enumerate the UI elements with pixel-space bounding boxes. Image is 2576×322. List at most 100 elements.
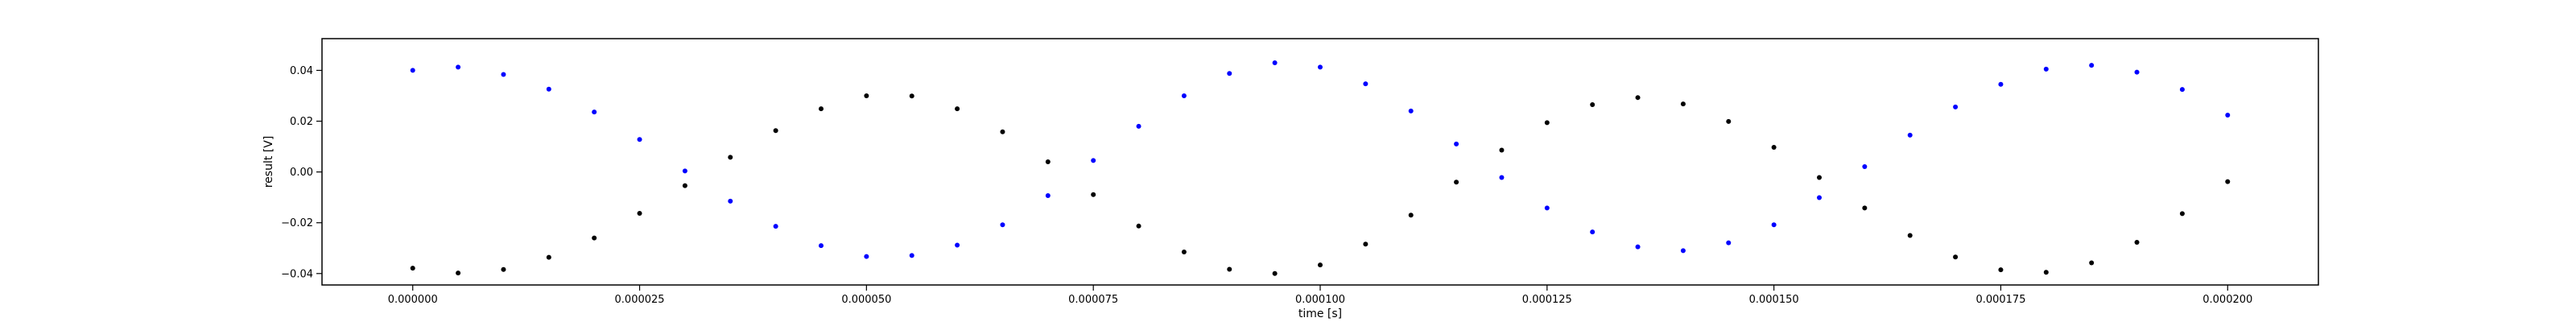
data-point — [1045, 192, 1051, 198]
data-point — [1680, 101, 1686, 107]
data-point — [2089, 63, 2095, 68]
data-point — [1272, 270, 1278, 276]
data-point — [1000, 222, 1005, 228]
data-point — [2043, 66, 2049, 72]
data-point — [410, 68, 415, 73]
data-point — [1817, 195, 1822, 200]
x-tick-label: 0.000075 — [1068, 294, 1118, 306]
y-axis: −0.04 −0.02 0.00 0.02 0.04 — [281, 65, 322, 280]
y-tick-label: −0.04 — [281, 268, 313, 280]
data-point — [909, 93, 914, 99]
data-point — [1091, 158, 1096, 163]
data-point — [1726, 118, 1732, 124]
data-point — [728, 198, 733, 204]
data-point — [2134, 69, 2140, 75]
data-point — [592, 235, 597, 241]
data-point — [1726, 240, 1732, 246]
x-axis-label: time [s] — [1298, 308, 1342, 320]
data-point — [1045, 159, 1051, 164]
data-point — [773, 128, 778, 134]
data-point — [2225, 112, 2231, 118]
data-point — [637, 137, 642, 142]
x-tick-label: 0.000050 — [841, 294, 891, 306]
plot-area — [321, 38, 2319, 286]
data-point — [1590, 229, 1596, 235]
data-point — [1817, 175, 1822, 180]
x-axis: 0.000000 0.000025 0.000050 0.000075 0.000100… — [388, 285, 2252, 306]
data-point — [546, 86, 551, 92]
data-point — [1953, 254, 1959, 260]
y-tick-label: −0.02 — [281, 217, 313, 229]
data-point — [410, 266, 415, 271]
x-tick-label: 0.000125 — [1522, 294, 1572, 306]
series-1 — [410, 93, 2231, 276]
data-point — [1181, 249, 1187, 254]
x-tick-label: 0.000175 — [1975, 294, 2025, 306]
y-axis-label: result [V] — [262, 136, 275, 188]
data-point — [1635, 95, 1641, 101]
data-point — [864, 93, 869, 98]
x-tick-label: 0.000150 — [1749, 294, 1799, 306]
y-tick-label: 0.00 — [290, 167, 313, 179]
data-point — [1544, 205, 1550, 211]
data-point — [1408, 108, 1414, 114]
data-point — [1363, 242, 1368, 247]
data-point — [1771, 145, 1777, 151]
data-point — [1907, 132, 1913, 138]
data-point — [955, 106, 960, 112]
data-point — [637, 211, 642, 217]
data-point — [1862, 205, 1868, 211]
data-point — [1454, 141, 1459, 147]
data-point — [1998, 267, 2004, 273]
data-point — [456, 270, 461, 276]
data-point — [1590, 102, 1596, 108]
data-point — [1635, 244, 1641, 250]
data-point — [2089, 260, 2095, 266]
data-point — [1272, 60, 1278, 65]
data-point — [864, 254, 869, 259]
x-tick-label: 0.000100 — [1295, 294, 1345, 306]
data-point — [819, 106, 824, 112]
data-point — [1318, 262, 1323, 268]
data-point — [682, 183, 687, 188]
data-point — [1953, 104, 1959, 109]
data-point — [728, 155, 733, 160]
plot-frame — [321, 38, 2319, 286]
y-tick-label: 0.02 — [290, 116, 313, 128]
data-point — [1227, 266, 1232, 272]
data-point — [1181, 93, 1187, 98]
data-point — [1862, 163, 1868, 169]
data-point — [1408, 213, 1414, 218]
data-point — [1680, 248, 1686, 254]
data-point — [1907, 233, 1913, 238]
data-point — [2179, 87, 2185, 93]
data-point — [1499, 175, 1505, 180]
data-point — [2225, 179, 2231, 184]
data-point — [1091, 192, 1096, 197]
data-point — [1136, 123, 1141, 129]
data-point — [501, 72, 506, 77]
data-point — [1227, 71, 1232, 76]
data-point — [546, 254, 551, 260]
data-point — [2179, 211, 2185, 217]
data-point — [592, 109, 597, 115]
data-point — [1998, 81, 2004, 87]
data-point — [955, 242, 960, 248]
data-point — [501, 266, 506, 272]
data-point — [456, 64, 461, 70]
data-point — [2134, 240, 2140, 246]
x-tick-label: 0.000200 — [2202, 294, 2252, 306]
y-tick-label: 0.04 — [290, 65, 313, 77]
data-point — [1000, 129, 1005, 134]
data-point — [1499, 147, 1505, 153]
data-point — [1318, 64, 1323, 70]
data-point — [1363, 81, 1368, 87]
data-point — [2043, 270, 2049, 275]
data-point — [909, 253, 914, 258]
data-point — [1544, 120, 1550, 126]
x-tick-label: 0.000025 — [615, 294, 665, 306]
data-point — [682, 168, 687, 174]
data-point — [819, 243, 824, 249]
data-point — [773, 224, 778, 229]
